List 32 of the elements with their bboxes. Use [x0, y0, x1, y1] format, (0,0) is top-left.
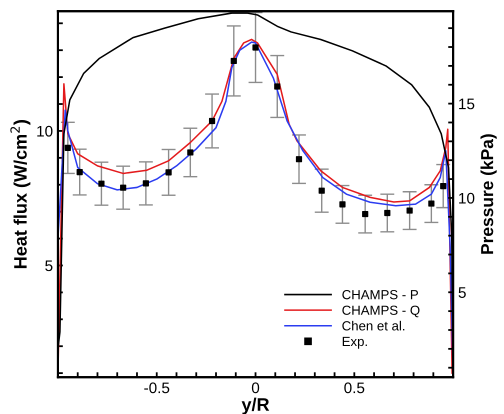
- x-axis-title: y/R: [242, 398, 270, 414]
- legend-label: Exp.: [342, 336, 367, 349]
- x-tick-label: 0.5: [344, 382, 364, 394]
- point: [384, 210, 390, 216]
- y-axis-title: Heat flux (W/cm$^{2}$): [10, 120, 30, 268]
- point: [208, 118, 216, 124]
- point: [120, 184, 126, 191]
- y2-tick-label: 15: [459, 98, 474, 110]
- point: [142, 180, 149, 186]
- legend-label: CHAMPS - P: [342, 290, 418, 300]
- x-tick-label: 0: [252, 382, 260, 394]
- point: [339, 201, 346, 208]
- x-tick-label: -0.5: [144, 382, 170, 394]
- point: [296, 156, 302, 162]
- point: [428, 200, 434, 207]
- legend-label: CHAMPS - Q: [342, 306, 420, 318]
- point: [440, 182, 446, 190]
- point: [64, 144, 71, 151]
- point: [187, 149, 194, 156]
- y2-axis-title: Pressure (kPa): [480, 134, 497, 254]
- point: [230, 58, 237, 64]
- legend-label: Chen et al.: [342, 320, 404, 331]
- point: [274, 83, 280, 90]
- point: [76, 169, 83, 176]
- point: [318, 188, 325, 194]
- point: [362, 210, 368, 218]
- point: [98, 180, 105, 187]
- y2-tick-label: 10: [459, 192, 474, 204]
- point: [166, 169, 172, 176]
- point: [406, 207, 413, 214]
- y2-tick-label: 5: [458, 287, 466, 298]
- point: [252, 44, 259, 51]
